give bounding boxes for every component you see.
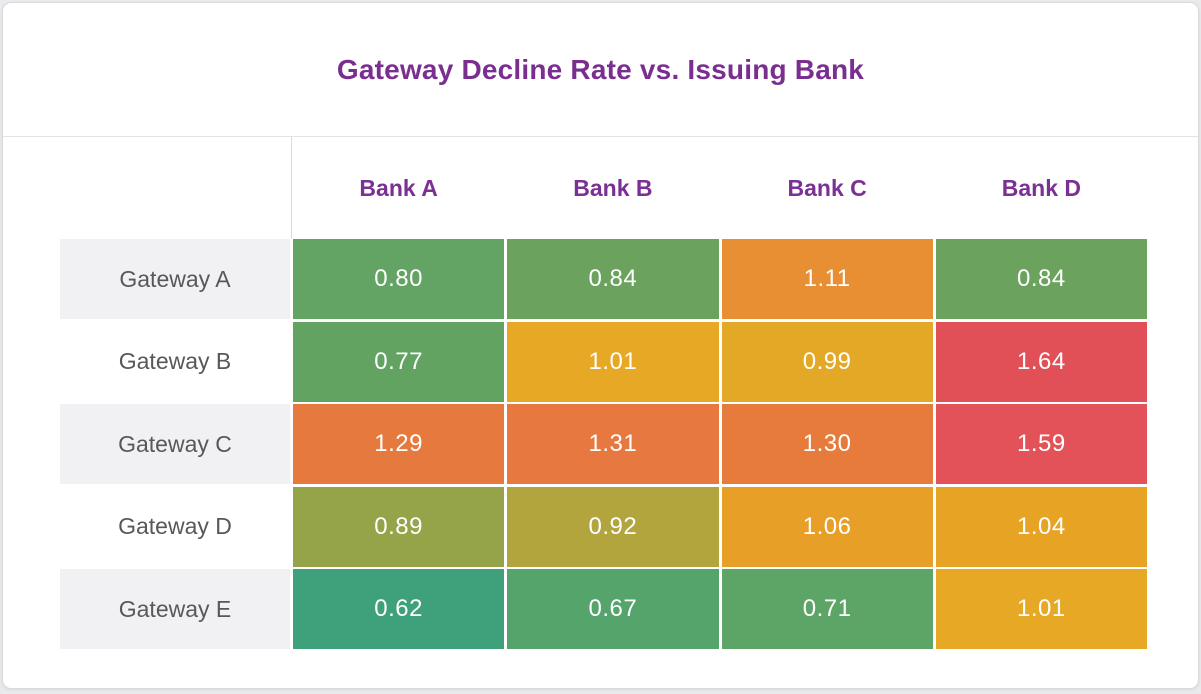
heatmap-cell-r5-c3[interactable]: 0.71 bbox=[721, 569, 933, 649]
heatmap-cell-r2-c1[interactable]: 0.77 bbox=[293, 321, 505, 402]
heatmap-cell-r3-c2[interactable]: 1.31 bbox=[507, 404, 719, 484]
heatmap-cell-r2-c2[interactable]: 1.01 bbox=[507, 321, 719, 402]
row-label-3: Gateway C bbox=[60, 404, 290, 484]
card-header: Gateway Decline Rate vs. Issuing Bank bbox=[3, 3, 1198, 137]
header-divider-line bbox=[291, 137, 292, 239]
heatmap-cell-r3-c3[interactable]: 1.30 bbox=[721, 404, 933, 484]
heatmap-cell-r1-c2[interactable]: 0.84 bbox=[507, 239, 719, 319]
column-header-4: Bank D bbox=[1001, 174, 1081, 201]
chart-title: Gateway Decline Rate vs. Issuing Bank bbox=[336, 53, 865, 85]
heatmap-grid: Gateway A 0.80 0.84 1.11 0.84 Gateway B 0.77 1.… bbox=[60, 239, 1147, 649]
heatmap-cell-r4-c4[interactable]: 1.04 bbox=[935, 486, 1147, 567]
heatmap-cell-r5-c1[interactable]: 0.62 bbox=[293, 569, 505, 649]
heatmap-cell-r4-c3[interactable]: 1.06 bbox=[721, 486, 933, 567]
column-header-row: Bank A Bank B Bank C Bank D bbox=[60, 138, 1147, 238]
column-header-3: Bank C bbox=[787, 174, 867, 201]
heatmap-cell-r3-c1[interactable]: 1.29 bbox=[293, 404, 505, 484]
row-label-5: Gateway E bbox=[60, 569, 290, 649]
heatmap-cell-r5-c4[interactable]: 1.01 bbox=[935, 569, 1147, 649]
row-label-2: Gateway B bbox=[118, 348, 232, 374]
heatmap-cell-r1-c1[interactable]: 0.80 bbox=[293, 239, 505, 319]
column-header-2: Bank B bbox=[573, 174, 653, 201]
column-header-1: Bank A bbox=[359, 174, 438, 201]
heatmap-cell-r1-c4[interactable]: 0.84 bbox=[935, 239, 1147, 319]
heatmap-cell-r4-c1[interactable]: 0.89 bbox=[293, 486, 505, 567]
heatmap-cell-r5-c2[interactable]: 0.67 bbox=[507, 569, 719, 649]
row-label-1: Gateway A bbox=[60, 239, 290, 319]
heatmap-cell-r1-c3[interactable]: 1.11 bbox=[721, 239, 933, 319]
corner-spacer bbox=[60, 138, 290, 238]
row-label-4: Gateway D bbox=[118, 513, 232, 539]
heatmap-cell-r2-c3[interactable]: 0.99 bbox=[721, 321, 933, 402]
heatmap-cell-r3-c4[interactable]: 1.59 bbox=[935, 404, 1147, 484]
heatmap-cell-r4-c2[interactable]: 0.92 bbox=[507, 486, 719, 567]
heatmap-cell-r2-c4[interactable]: 1.64 bbox=[935, 321, 1147, 402]
